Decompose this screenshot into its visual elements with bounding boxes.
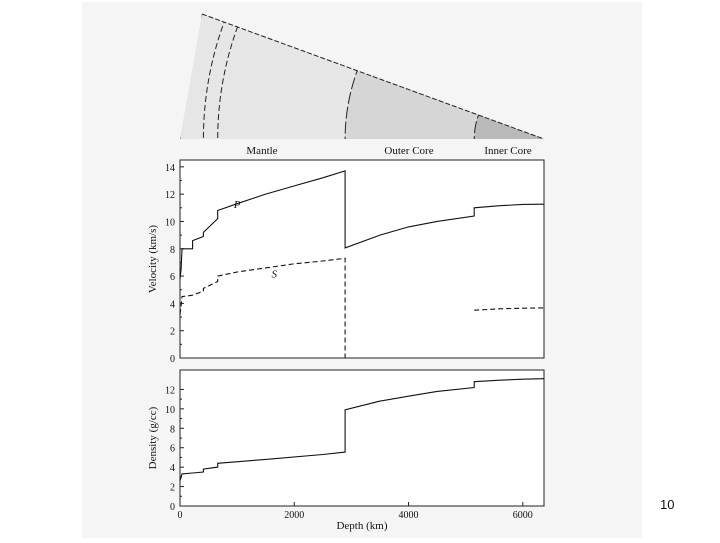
density-y-tick-label: 4 (170, 463, 175, 474)
earth-structure-figure: Mantle Outer Core Inner Core 0 2 4 6 8 10 12 14… (147, 13, 545, 532)
density-y-tick-label: 0 (170, 502, 175, 513)
density-y-axis-label: Density (g/cc) (147, 406, 159, 469)
density-series (179, 378, 545, 481)
velocity-series-p (179, 170, 545, 279)
layer-label-inner-core: Inner Core (484, 145, 531, 157)
density-y-tick-label: 6 (170, 444, 175, 455)
velocity-series-s-inner-core (474, 307, 545, 311)
velocity-y-tick-label: 12 (165, 190, 175, 201)
figure-panel: Mantle Outer Core Inner Core 0 2 4 6 8 10 12 14… (82, 2, 642, 538)
velocity-y-axis-label: Velocity (km/s) (147, 225, 159, 293)
density-y-axis: 0 2 4 6 8 10 12 (165, 385, 184, 513)
density-x-tick-label: 6000 (513, 510, 533, 521)
velocity-plot-frame (179, 159, 545, 359)
velocity-y-tick-label: 0 (170, 354, 175, 365)
velocity-y-tick-label: 4 (170, 299, 175, 310)
page-number: 10 (660, 497, 675, 512)
layer-label-outer-core: Outer Core (384, 145, 433, 157)
velocity-y-tick-label: 6 (170, 272, 175, 283)
density-x-tick-label: 4000 (399, 510, 419, 521)
density-y-tick-label: 12 (165, 385, 175, 396)
density-x-tick-label: 0 (178, 510, 183, 521)
velocity-series-label: P (233, 199, 241, 211)
velocity-y-axis: 0 2 4 6 8 10 12 14 (165, 163, 184, 365)
velocity-y-tick-label: 10 (165, 217, 175, 228)
velocity-y-tick-label: 2 (170, 327, 175, 338)
density-x-axis: 0 2000 4000 6000 (178, 502, 533, 521)
density-y-tick-label: 8 (170, 424, 175, 435)
velocity-series: PS (179, 170, 545, 358)
density-x-tick-label: 2000 (284, 510, 304, 521)
density-y-tick-label: 10 (165, 405, 175, 416)
density-chart: 0 2 4 6 8 10 12 0 2000 4000 6000 Density (g/cc) D… (147, 369, 545, 532)
density-plot-frame (179, 369, 545, 507)
velocity-series-s (179, 257, 346, 358)
velocity-y-tick-label: 14 (165, 163, 175, 174)
density-y-tick-label: 2 (170, 483, 175, 494)
density-series-density (179, 378, 545, 481)
wedge-edge (201, 13, 545, 140)
velocity-y-tick-label: 8 (170, 245, 175, 256)
layer-label-mantle: Mantle (246, 145, 277, 157)
velocity-series-label: S (272, 268, 278, 280)
depth-x-axis-label: Depth (km) (336, 520, 387, 532)
